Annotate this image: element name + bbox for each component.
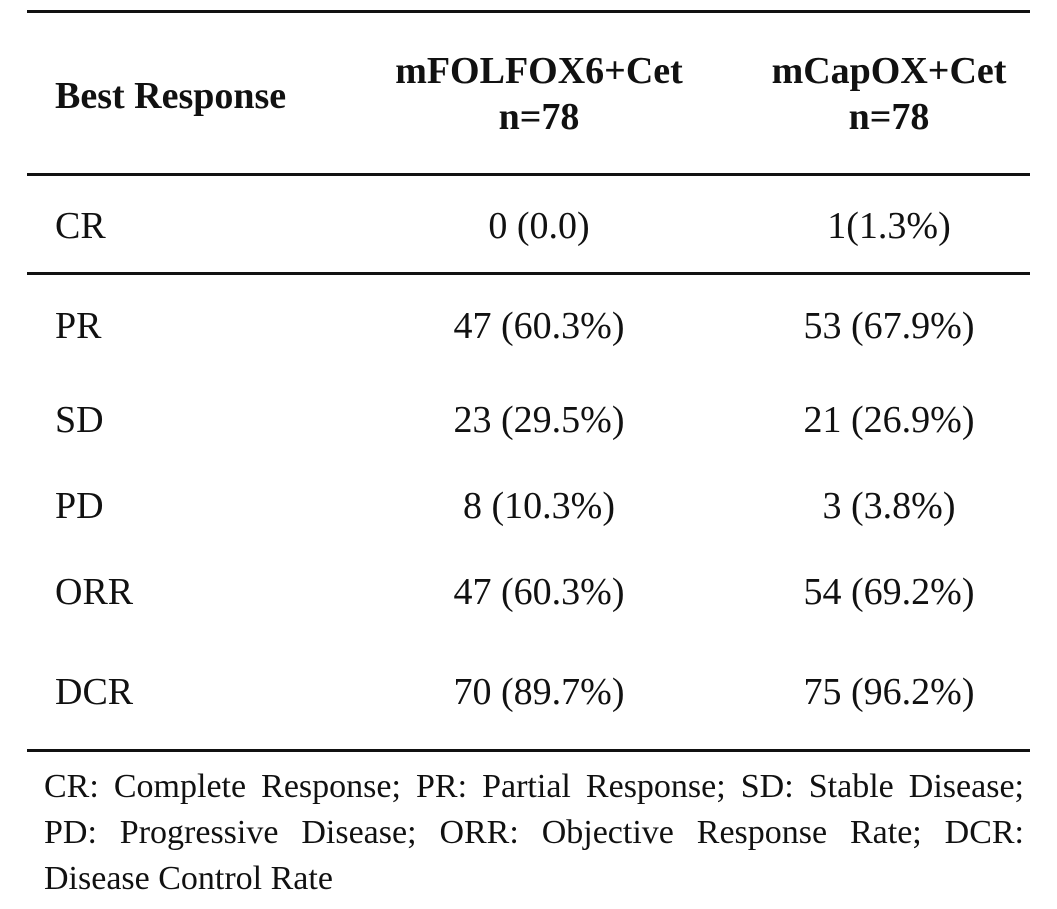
cell-mcapox-cet: 53 (67.9%) [803,305,975,347]
row-label: PR [55,305,102,347]
row-label: SD [55,399,104,441]
table-footnote: CR: Complete Response; PR: Partial Respo… [44,768,1024,897]
header-rule [27,173,1030,176]
table-bottom-rule [27,749,1030,752]
cell-mfolfox6-cet: 47 (60.3%) [453,305,625,347]
header-mfolfox6-cet-name: mFOLFOX6+Cet [395,50,683,92]
cell-mfolfox6-cet: 23 (29.5%) [453,399,625,441]
cell-mcapox-cet: 3 (3.8%) [822,485,956,527]
cr-rule [27,272,1030,275]
table-top-rule [27,10,1030,13]
cell-mcapox-cet: 54 (69.2%) [803,571,975,613]
header-mcapox-cet: mCapOX+Cet n=78 [740,48,1038,140]
cell-mfolfox6-cet: 0 (0.0) [488,205,590,247]
header-mfolfox6-cet: mFOLFOX6+Cet n=78 [366,48,712,140]
row-label: PD [55,485,104,527]
cell-mfolfox6-cet: 70 (89.7%) [453,671,625,713]
header-mcapox-cet-n: n=78 [848,96,930,138]
header-best-response: Best Response [55,75,287,117]
row-label: ORR [55,571,134,613]
row-label: DCR [55,671,134,713]
cell-mcapox-cet: 21 (26.9%) [803,399,975,441]
cell-mfolfox6-cet: 8 (10.3%) [463,485,615,527]
row-label: CR [55,205,106,247]
cell-mcapox-cet: 1(1.3%) [827,205,951,247]
header-mfolfox6-cet-n: n=78 [498,96,580,138]
cell-mcapox-cet: 75 (96.2%) [803,671,975,713]
header-mcapox-cet-name: mCapOX+Cet [771,50,1007,92]
cell-mfolfox6-cet: 47 (60.3%) [453,571,625,613]
